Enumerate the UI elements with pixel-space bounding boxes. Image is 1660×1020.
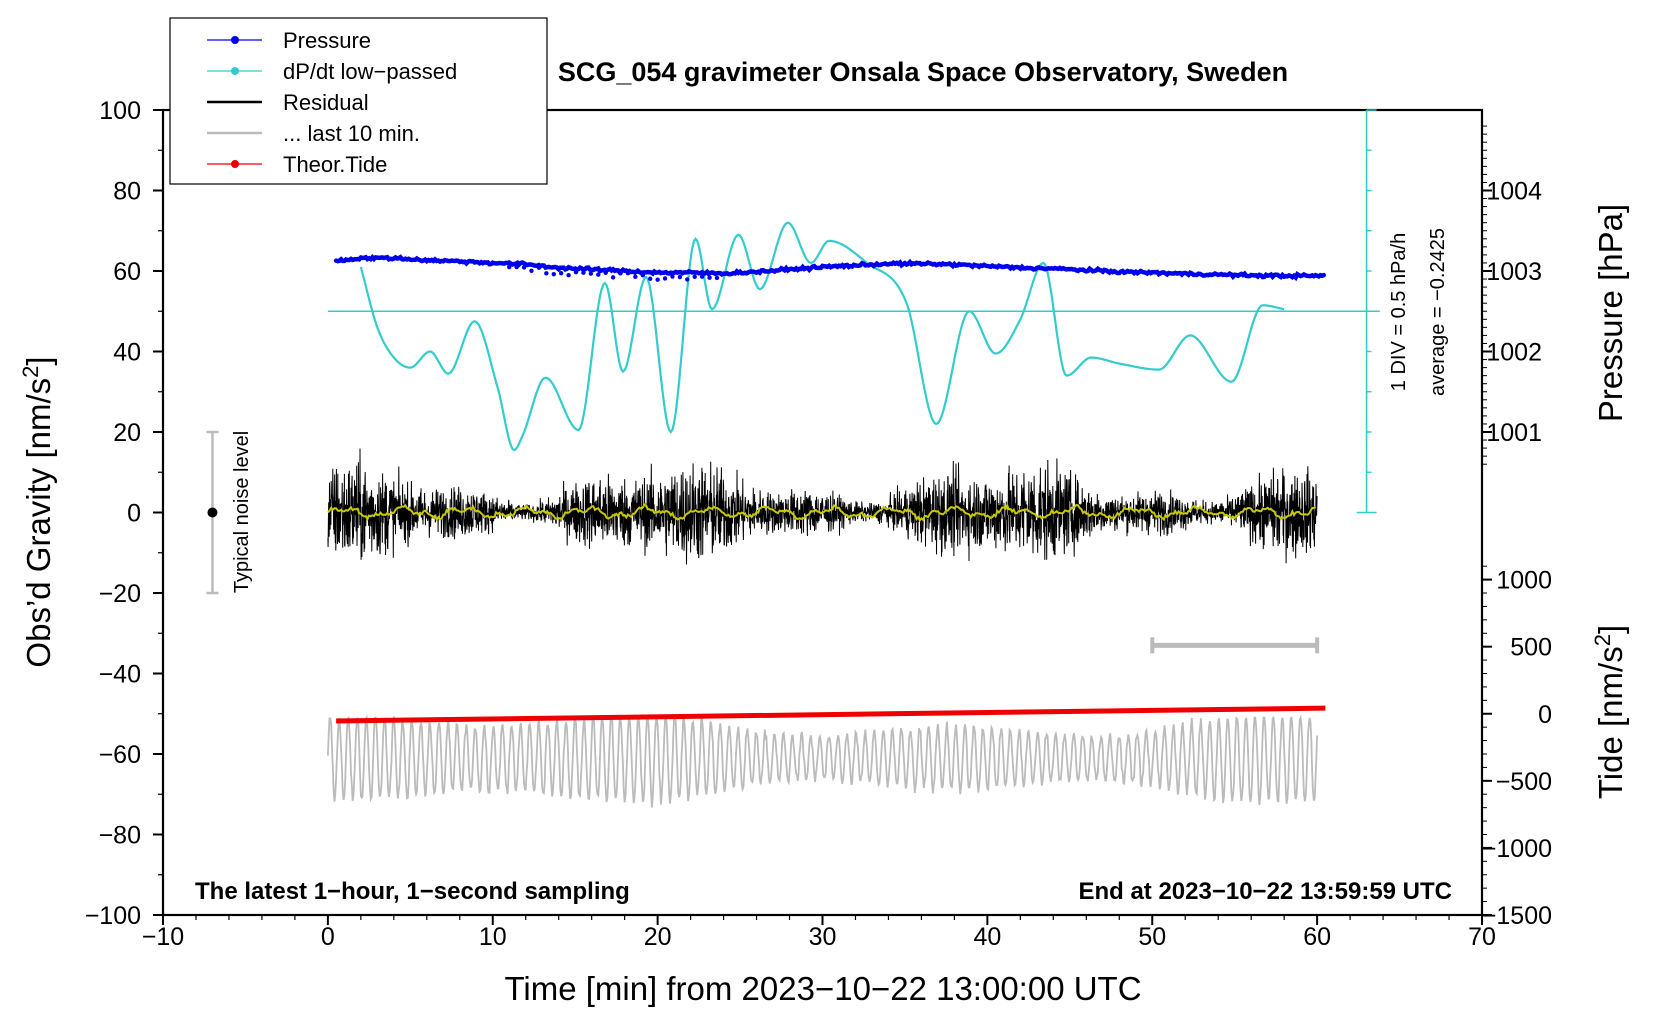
tide-axis-label: Tide [nm/s2] — [1590, 625, 1629, 799]
pressure-axis-label: Pressure [hPa] — [1592, 204, 1629, 422]
residual-series — [327, 448, 1318, 565]
pressure-point — [588, 271, 594, 276]
legend-label: dP/dt low−passed — [283, 59, 457, 84]
chart-title: SCG_054 gravimeter Onsala Space Observat… — [558, 57, 1288, 87]
pressure-tick-label: 1002 — [1486, 339, 1542, 367]
x-tick-label: 40 — [973, 923, 1001, 951]
tide-axis-ticks: 1000 500 0 −500 −1000 −1500 — [1482, 565, 1552, 930]
dpdt-line — [359, 221, 1285, 452]
pressure-point — [677, 274, 683, 280]
pressure-series — [333, 253, 1326, 282]
x-tick-label: 30 — [809, 923, 837, 951]
y-tick-label: −100 — [85, 902, 141, 930]
end-time-note: End at 2023−10−22 13:59:59 UTC — [1078, 878, 1452, 905]
pressure-point — [610, 275, 616, 280]
y-tick-label: 20 — [113, 419, 141, 447]
y-tick-label: −40 — [99, 661, 141, 689]
x-tick-label: 70 — [1468, 923, 1496, 951]
pressure-point — [581, 270, 586, 275]
tide-tick-label: 1000 — [1496, 567, 1552, 595]
y-tick-label: 100 — [99, 97, 141, 125]
chart-annotations — [206, 430, 1320, 654]
dpdt-average-label: average = −0.2425 — [1427, 228, 1449, 396]
sampling-note: The latest 1−hour, 1−second sampling — [195, 878, 630, 905]
y-tick-label: 40 — [113, 339, 141, 367]
x-tick-label: −10 — [142, 923, 184, 951]
legend-label: ... last 10 min. — [283, 121, 420, 146]
tide-tick-label: −1500 — [1482, 902, 1552, 930]
pressure-point — [625, 270, 631, 276]
pressure-point — [618, 271, 623, 276]
tide-series — [336, 705, 1326, 724]
x-tick-label: 10 — [479, 923, 507, 951]
pressure-point — [529, 268, 534, 273]
x-tick-label: 60 — [1303, 923, 1331, 951]
pressure-point — [714, 275, 720, 281]
noise-bar-dot — [207, 507, 218, 518]
pressure-point — [670, 274, 675, 279]
pressure-point — [655, 277, 660, 282]
x-axis-ticks: −10 0 10 20 30 40 50 60 70 — [142, 915, 1496, 951]
x-tick-label: 0 — [321, 923, 335, 951]
pressure-point — [507, 264, 512, 270]
pressure-point — [633, 274, 638, 279]
dpdt-series — [327, 109, 1380, 514]
pressure-point — [544, 271, 549, 276]
tide-line — [336, 705, 1326, 724]
legend-marker — [231, 160, 239, 168]
pressure-point — [640, 272, 645, 278]
legend: Pressure dP/dt low−passed Residual ... last… — [169, 17, 548, 185]
pressure-point — [648, 276, 653, 281]
residual-line — [327, 448, 1318, 565]
pressure-point — [685, 277, 690, 282]
last-10-min-line — [327, 714, 1318, 808]
tide-tick-label: 500 — [1510, 634, 1552, 662]
residual-smoothed-line — [327, 502, 1317, 523]
pressure-tick-label: 1001 — [1486, 419, 1542, 447]
pressure-point — [521, 265, 527, 270]
y-axis-ticks: 100 80 60 40 20 0 −20 −40 −60 −80 −100 — [85, 97, 163, 930]
pressure-line — [333, 253, 1326, 282]
pressure-axis-ticks: 1001 1002 1003 1004 — [1482, 125, 1542, 465]
noise-level-label: Typical noise level — [231, 431, 253, 593]
y-tick-label: 60 — [113, 258, 141, 286]
pressure-point — [514, 264, 519, 270]
pressure-point — [558, 271, 564, 276]
pressure-point — [707, 275, 712, 280]
y-tick-label: −20 — [99, 580, 141, 608]
legend-marker — [231, 67, 239, 75]
x-tick-label: 50 — [1138, 923, 1166, 951]
legend-label: Pressure — [283, 28, 371, 53]
pressure-point — [566, 273, 571, 278]
legend-label: Residual — [283, 90, 369, 115]
pressure-tick-label: 1004 — [1486, 178, 1542, 206]
pressure-point — [692, 274, 697, 279]
y-tick-label: −60 — [99, 741, 141, 769]
pressure-point — [596, 272, 601, 277]
y-tick-label: −80 — [99, 822, 141, 850]
dpdt-scale-label: 1 DIV = 0.5 hPa/h — [1388, 233, 1410, 391]
x-axis-label: Time [min] from 2023−10−22 13:00:00 UTC — [504, 970, 1141, 1007]
last-10-min-series — [327, 714, 1318, 808]
pressure-point — [662, 276, 668, 281]
tide-tick-label: −1000 — [1482, 835, 1552, 863]
pressure-point — [551, 272, 556, 277]
y-tick-label: 0 — [127, 500, 141, 528]
legend-label: Theor.Tide — [283, 152, 387, 177]
pressure-point — [573, 269, 579, 275]
y-tick-label: 80 — [113, 178, 141, 206]
x-tick-label: 20 — [644, 923, 672, 951]
pressure-point — [536, 265, 542, 270]
pressure-tick-label: 1003 — [1486, 258, 1542, 286]
legend-marker — [231, 36, 239, 44]
y-axis-label: Obs’d Gravity [nm/s2] — [18, 356, 57, 667]
pressure-point — [603, 270, 608, 275]
tide-tick-label: 0 — [1538, 701, 1552, 729]
pressure-point — [699, 274, 705, 279]
tide-tick-label: −500 — [1496, 768, 1552, 796]
